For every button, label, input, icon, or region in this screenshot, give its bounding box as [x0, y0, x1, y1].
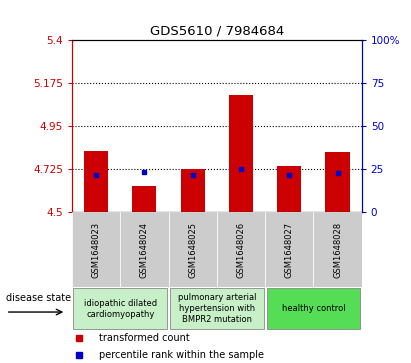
- FancyBboxPatch shape: [169, 212, 217, 287]
- Text: GSM1648025: GSM1648025: [188, 221, 197, 278]
- Text: GSM1648028: GSM1648028: [333, 221, 342, 278]
- Text: disease state: disease state: [6, 293, 71, 303]
- Text: transformed count: transformed count: [99, 333, 190, 343]
- Text: healthy control: healthy control: [282, 304, 345, 313]
- Text: GSM1648023: GSM1648023: [92, 221, 101, 278]
- Bar: [277, 166, 301, 212]
- Bar: [132, 185, 157, 212]
- FancyBboxPatch shape: [267, 288, 360, 329]
- Title: GDS5610 / 7984684: GDS5610 / 7984684: [150, 24, 284, 37]
- FancyBboxPatch shape: [217, 212, 265, 287]
- Bar: [229, 95, 253, 212]
- FancyBboxPatch shape: [120, 212, 169, 287]
- Bar: [326, 152, 350, 212]
- Text: idiopathic dilated
cardiomyopathy: idiopathic dilated cardiomyopathy: [84, 298, 157, 319]
- Text: percentile rank within the sample: percentile rank within the sample: [99, 350, 264, 359]
- Bar: [180, 169, 205, 212]
- FancyBboxPatch shape: [265, 212, 314, 287]
- FancyBboxPatch shape: [170, 288, 263, 329]
- Text: GSM1648026: GSM1648026: [236, 221, 245, 278]
- FancyBboxPatch shape: [74, 288, 167, 329]
- Bar: [84, 151, 108, 212]
- Text: GSM1648024: GSM1648024: [140, 221, 149, 278]
- Text: GSM1648027: GSM1648027: [285, 221, 294, 278]
- FancyBboxPatch shape: [314, 212, 362, 287]
- FancyBboxPatch shape: [72, 212, 120, 287]
- Text: pulmonary arterial
hypertension with
BMPR2 mutation: pulmonary arterial hypertension with BMP…: [178, 293, 256, 324]
